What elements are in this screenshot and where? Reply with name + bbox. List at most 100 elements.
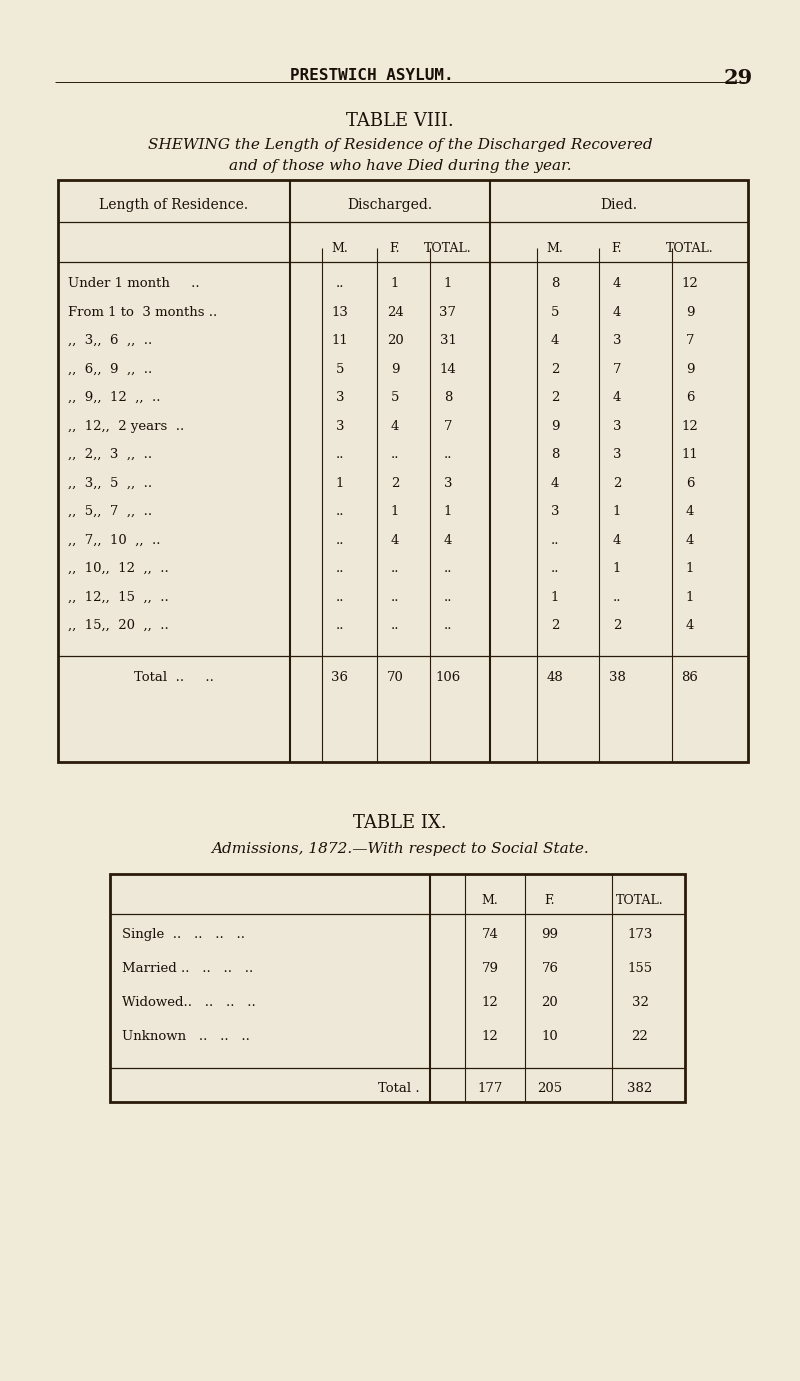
- Text: 29: 29: [723, 68, 753, 88]
- Text: Total  ..     ..: Total .. ..: [134, 671, 214, 684]
- Text: 1: 1: [686, 591, 694, 603]
- Text: 173: 173: [627, 928, 653, 940]
- Text: ..: ..: [336, 591, 344, 603]
- Text: 24: 24: [386, 305, 403, 319]
- Text: 1: 1: [613, 562, 621, 574]
- Text: ..: ..: [390, 447, 399, 461]
- Text: 3: 3: [550, 505, 559, 518]
- Text: SHEWING the Length of Residence of the Discharged Recovered: SHEWING the Length of Residence of the D…: [148, 138, 652, 152]
- Text: 4: 4: [551, 334, 559, 347]
- Text: 9: 9: [550, 420, 559, 432]
- Text: 4: 4: [391, 420, 399, 432]
- Text: 99: 99: [542, 928, 558, 940]
- Text: ..: ..: [336, 533, 344, 547]
- Text: ..: ..: [336, 447, 344, 461]
- Text: Single  ..   ..   ..   ..: Single .. .. .. ..: [122, 928, 245, 940]
- Text: TOTAL.: TOTAL.: [666, 242, 714, 255]
- Text: ..: ..: [336, 278, 344, 290]
- Text: 9: 9: [390, 362, 399, 376]
- Text: From 1 to  3 months ..: From 1 to 3 months ..: [68, 305, 218, 319]
- Text: 1: 1: [444, 505, 452, 518]
- Text: ..: ..: [390, 562, 399, 574]
- Text: TABLE IX.: TABLE IX.: [353, 813, 447, 831]
- Text: Length of Residence.: Length of Residence.: [99, 197, 249, 213]
- Text: ,,  12,,  2 years  ..: ,, 12,, 2 years ..: [68, 420, 184, 432]
- Bar: [58, 180, 748, 762]
- Text: Died.: Died.: [601, 197, 638, 213]
- Text: 2: 2: [551, 391, 559, 405]
- Text: 7: 7: [613, 362, 622, 376]
- Text: Admissions, 1872.—With respect to Social State.: Admissions, 1872.—With respect to Social…: [211, 842, 589, 856]
- Text: 12: 12: [482, 1030, 498, 1043]
- Text: 38: 38: [609, 671, 626, 684]
- Text: 4: 4: [551, 476, 559, 489]
- Text: ..: ..: [444, 591, 452, 603]
- Text: 382: 382: [627, 1081, 653, 1095]
- Text: Unknown   ..   ..   ..: Unknown .. .. ..: [122, 1030, 250, 1043]
- Text: ,,  9,,  12  ,,  ..: ,, 9,, 12 ,, ..: [68, 391, 161, 405]
- Text: M.: M.: [546, 242, 563, 255]
- Text: ..: ..: [390, 591, 399, 603]
- Text: 5: 5: [336, 362, 344, 376]
- Text: 22: 22: [632, 1030, 648, 1043]
- Text: 8: 8: [444, 391, 452, 405]
- Text: 6: 6: [686, 391, 694, 405]
- Text: 3: 3: [613, 334, 622, 347]
- Text: 79: 79: [482, 963, 498, 975]
- Text: 5: 5: [391, 391, 399, 405]
- Text: 9: 9: [686, 305, 694, 319]
- Text: 4: 4: [686, 505, 694, 518]
- Text: 1: 1: [551, 591, 559, 603]
- Text: ..: ..: [444, 619, 452, 632]
- Text: ,,  10,,  12  ,,  ..: ,, 10,, 12 ,, ..: [68, 562, 169, 574]
- Text: 12: 12: [682, 278, 698, 290]
- Text: and of those who have Died during the year.: and of those who have Died during the ye…: [229, 159, 571, 173]
- Text: 20: 20: [542, 996, 558, 1010]
- Text: 9: 9: [686, 362, 694, 376]
- Text: 70: 70: [386, 671, 403, 684]
- Text: 4: 4: [686, 533, 694, 547]
- Text: 11: 11: [332, 334, 348, 347]
- Text: 11: 11: [682, 447, 698, 461]
- Text: 86: 86: [682, 671, 698, 684]
- Text: 37: 37: [439, 305, 457, 319]
- Text: ,,  6,,  9  ,,  ..: ,, 6,, 9 ,, ..: [68, 362, 152, 376]
- Text: ..: ..: [550, 533, 559, 547]
- Text: 205: 205: [538, 1081, 562, 1095]
- Text: 2: 2: [391, 476, 399, 489]
- Text: 3: 3: [336, 391, 344, 405]
- Text: 48: 48: [546, 671, 563, 684]
- Text: ,,  2,,  3  ,,  ..: ,, 2,, 3 ,, ..: [68, 447, 152, 461]
- Text: F.: F.: [545, 894, 555, 907]
- Bar: [110, 874, 685, 1102]
- Text: F.: F.: [390, 242, 400, 255]
- Text: 4: 4: [613, 278, 621, 290]
- Text: 31: 31: [439, 334, 457, 347]
- Text: 3: 3: [444, 476, 452, 489]
- Text: 1: 1: [336, 476, 344, 489]
- Text: ..: ..: [336, 619, 344, 632]
- Text: 32: 32: [631, 996, 649, 1010]
- Text: ,,  12,,  15  ,,  ..: ,, 12,, 15 ,, ..: [68, 591, 169, 603]
- Text: ..: ..: [444, 447, 452, 461]
- Text: 2: 2: [613, 476, 621, 489]
- Text: M.: M.: [332, 242, 348, 255]
- Text: 3: 3: [613, 420, 622, 432]
- Text: 4: 4: [444, 533, 452, 547]
- Text: 177: 177: [478, 1081, 502, 1095]
- Text: ,,  15,,  20  ,,  ..: ,, 15,, 20 ,, ..: [68, 619, 169, 632]
- Text: TABLE VIII.: TABLE VIII.: [346, 112, 454, 130]
- Text: Under 1 month     ..: Under 1 month ..: [68, 278, 200, 290]
- Text: 4: 4: [391, 533, 399, 547]
- Text: PRESTWICH ASYLUM.: PRESTWICH ASYLUM.: [290, 68, 454, 83]
- Text: 4: 4: [613, 391, 621, 405]
- Text: Married ..   ..   ..   ..: Married .. .. .. ..: [122, 963, 254, 975]
- Text: ,,  7,,  10  ,,  ..: ,, 7,, 10 ,, ..: [68, 533, 161, 547]
- Text: ,,  3,,  5  ,,  ..: ,, 3,, 5 ,, ..: [68, 476, 152, 489]
- Text: ..: ..: [336, 562, 344, 574]
- Text: Widowed..   ..   ..   ..: Widowed.. .. .. ..: [122, 996, 256, 1010]
- Text: 1: 1: [444, 278, 452, 290]
- Text: ..: ..: [444, 562, 452, 574]
- Text: F.: F.: [612, 242, 622, 255]
- Text: Discharged.: Discharged.: [347, 197, 433, 213]
